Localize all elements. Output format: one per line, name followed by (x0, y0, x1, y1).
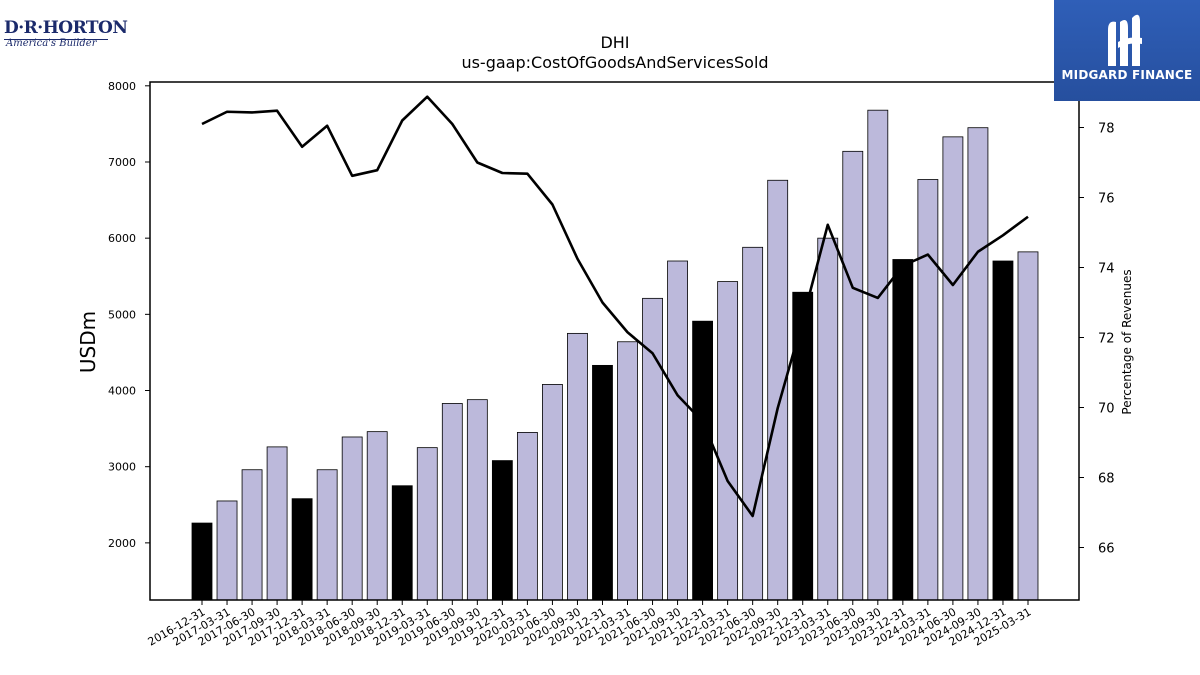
y-tick-label: 4000 (108, 385, 136, 398)
bar-2022-09-30 (767, 179, 789, 601)
bar-2023-12-31 (892, 259, 914, 601)
bar-2024-06-30 (942, 136, 964, 601)
bar-2020-12-31 (592, 364, 613, 601)
y-tick-label: 2000 (108, 537, 136, 550)
y2-tick-label: 68 (1098, 472, 1115, 487)
ratio-line (201, 95, 1029, 518)
bar-2018-12-31 (391, 485, 413, 601)
company-logo: D·R·HORTON America's Builder (4, 18, 128, 58)
bar-2023-06-30 (842, 150, 864, 601)
bar-2017-09-30 (266, 446, 288, 601)
bar-2020-03-31 (516, 432, 538, 601)
y2-tick-label: 66 (1098, 542, 1115, 557)
y-tick-label: 7000 (108, 156, 136, 169)
bar-2023-03-31 (817, 237, 839, 601)
y-tick-label: 8000 (108, 80, 136, 93)
bar-2022-06-30 (742, 246, 764, 601)
bar-2019-06-30 (441, 403, 463, 601)
company-logo-brand: D·R·HORTON (4, 18, 128, 38)
y-tick-label: 6000 (108, 232, 136, 245)
y2-tick-label: 74 (1098, 262, 1115, 277)
bar-2025-03-31 (1017, 251, 1039, 601)
bar-2018-03-31 (316, 469, 338, 601)
y-axis: 2000 3000 4000 5000 6000 7000 8000 (108, 80, 150, 550)
y2-axis: 66 68 70 72 74 76 78 (1079, 122, 1115, 557)
x-axis: 2016-12-312017-03-312017-06-302017-09-30… (146, 600, 1033, 649)
bar-2017-03-31 (216, 500, 238, 601)
chart-subtitle: us-gaap:CostOfGoodsAndServicesSold (461, 53, 768, 72)
bar-2022-03-31 (717, 281, 739, 601)
company-logo-tagline: America's Builder (6, 38, 97, 49)
bar-2017-06-30 (241, 469, 263, 601)
bar-2021-03-31 (617, 341, 638, 601)
chart-title: DHI (600, 33, 629, 52)
bar-2018-09-30 (366, 431, 388, 601)
bar-series (191, 109, 1039, 601)
bar-2020-06-30 (542, 384, 563, 601)
bar-2023-09-30 (867, 109, 889, 601)
y-axis-label: USDm (76, 311, 100, 373)
bar-2017-12-31 (291, 498, 313, 601)
y-tick-label: 5000 (108, 308, 136, 321)
y2-tick-label: 78 (1098, 122, 1115, 137)
bar-2019-09-30 (466, 399, 488, 601)
bar-2021-06-30 (642, 297, 663, 601)
bar-2022-12-31 (792, 291, 814, 601)
bar-2018-06-30 (341, 436, 363, 601)
bar-2020-09-30 (567, 332, 588, 601)
y2-tick-label: 70 (1098, 402, 1115, 417)
bar-2024-12-31 (992, 260, 1014, 601)
bar-2021-12-31 (692, 320, 713, 601)
bar-2016-12-31 (191, 522, 213, 601)
publisher-logo: MIDGARD FINANCE (1054, 0, 1200, 101)
publisher-name: MIDGARD FINANCE (1061, 68, 1193, 82)
y2-tick-label: 76 (1098, 192, 1115, 207)
plot-frame (149, 81, 1080, 601)
y-tick-label: 3000 (108, 461, 136, 474)
bar-2019-12-31 (491, 460, 513, 601)
bar-2024-03-31 (917, 179, 939, 601)
bar-2019-03-31 (416, 447, 438, 601)
company-logo-rule (4, 39, 108, 40)
bar-2021-09-30 (667, 260, 688, 601)
bar-2024-09-30 (967, 127, 989, 601)
y2-axis-label: Percentage of Revenues (1120, 269, 1134, 414)
publisher-mark-icon (1108, 14, 1142, 67)
y2-tick-label: 72 (1098, 332, 1115, 347)
